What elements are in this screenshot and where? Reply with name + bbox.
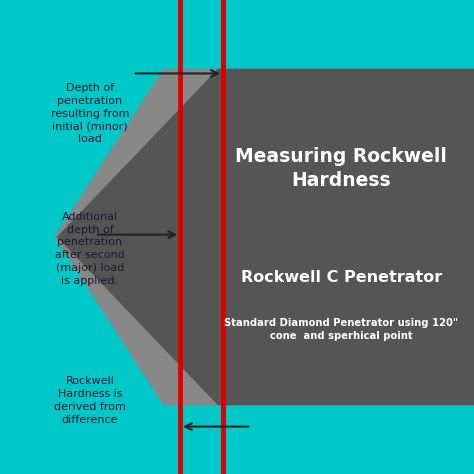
Text: Depth of
penetration
resulting from
initial (minor)
load: Depth of penetration resulting from init… bbox=[51, 83, 129, 145]
Text: Additional
depth of
penetration
after second
(major) load
is applied.: Additional depth of penetration after se… bbox=[55, 212, 125, 286]
Text: Rockwell C Penetrator: Rockwell C Penetrator bbox=[241, 270, 442, 285]
Polygon shape bbox=[55, 69, 474, 405]
Text: Measuring Rockwell
Hardness: Measuring Rockwell Hardness bbox=[236, 147, 447, 190]
Polygon shape bbox=[57, 69, 474, 405]
Text: Standard Diamond Penetrator using 120"
cone  and sperhical point: Standard Diamond Penetrator using 120" c… bbox=[224, 318, 458, 341]
Text: Rockwell
Hardness is
derived from
difference: Rockwell Hardness is derived from differ… bbox=[54, 376, 126, 425]
